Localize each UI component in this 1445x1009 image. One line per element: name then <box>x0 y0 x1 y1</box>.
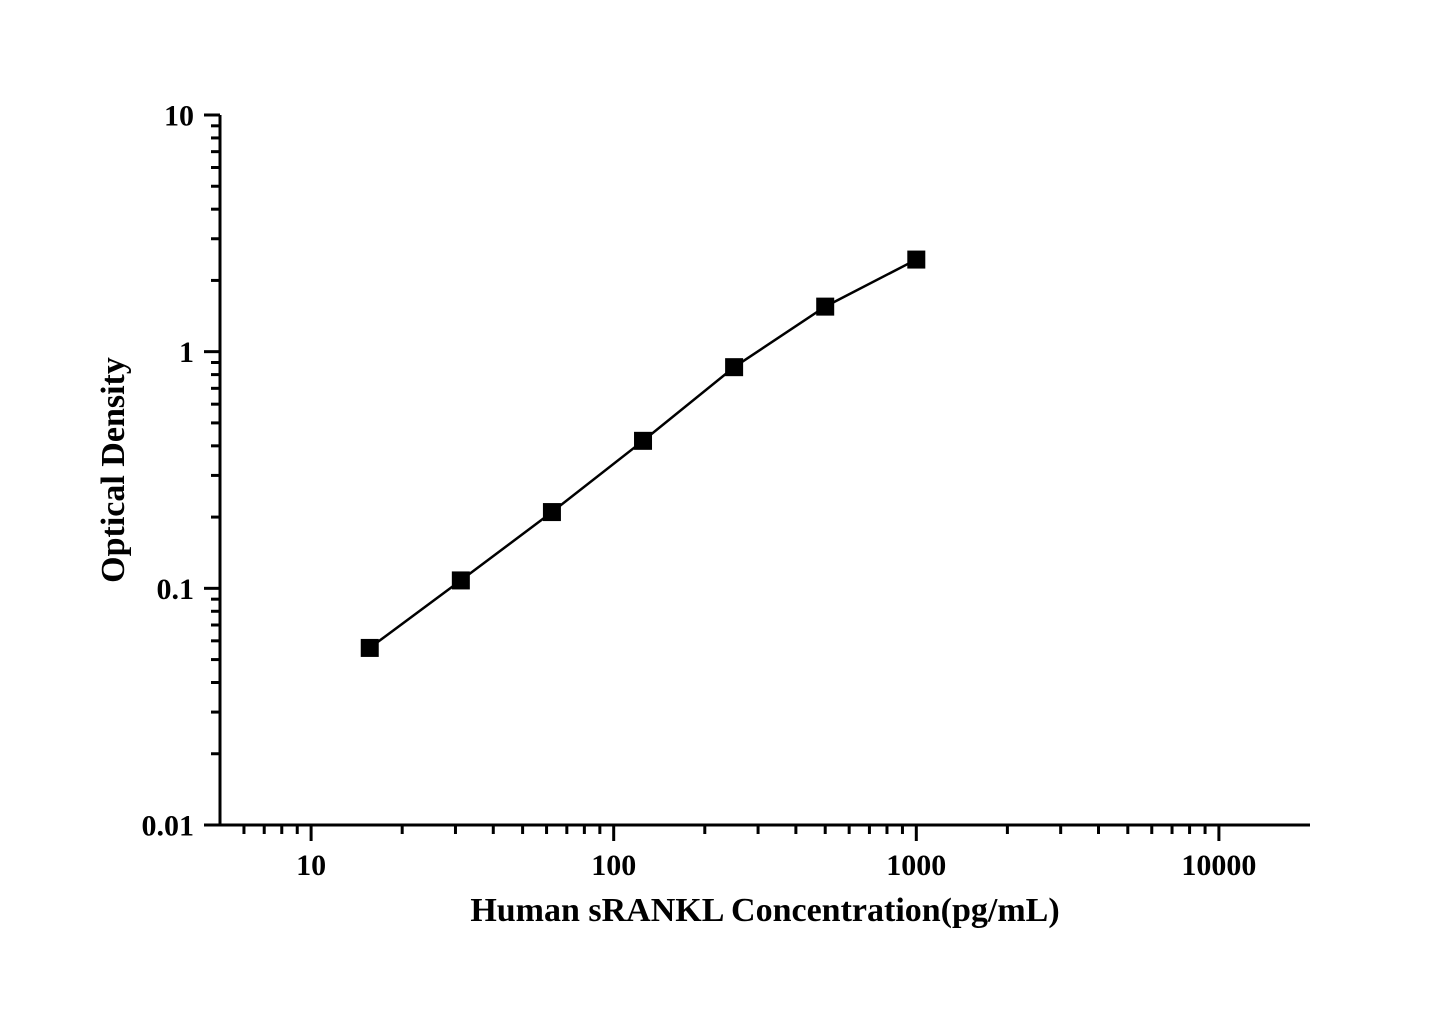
y-tick-label: 1 <box>179 336 194 369</box>
data-point-marker <box>816 298 834 316</box>
data-point-marker <box>634 432 652 450</box>
standard-curve-chart: 10 100 1000 10000 Human sRANKL Concentration… <box>0 0 1445 1009</box>
x-tick-label: 1000 <box>886 849 946 882</box>
x-axis-label: Human sRANKL Concentration(pg/mL) <box>470 892 1059 929</box>
x-tick-label: 10000 <box>1181 849 1256 882</box>
data-point-marker <box>725 358 743 376</box>
chart-container: 10 100 1000 10000 Human sRANKL Concentration… <box>0 0 1445 1009</box>
data-point-marker <box>452 571 470 589</box>
data-point-marker <box>907 251 925 269</box>
y-tick-label: 0.1 <box>157 573 195 606</box>
data-point-marker <box>543 503 561 521</box>
x-tick-label: 10 <box>296 849 326 882</box>
data-point-marker <box>361 639 379 657</box>
y-tick-label: 10 <box>164 100 194 133</box>
y-axis-label: Optical Density <box>95 357 132 583</box>
x-tick-label: 100 <box>591 849 636 882</box>
y-tick-label: 0.01 <box>142 810 195 843</box>
